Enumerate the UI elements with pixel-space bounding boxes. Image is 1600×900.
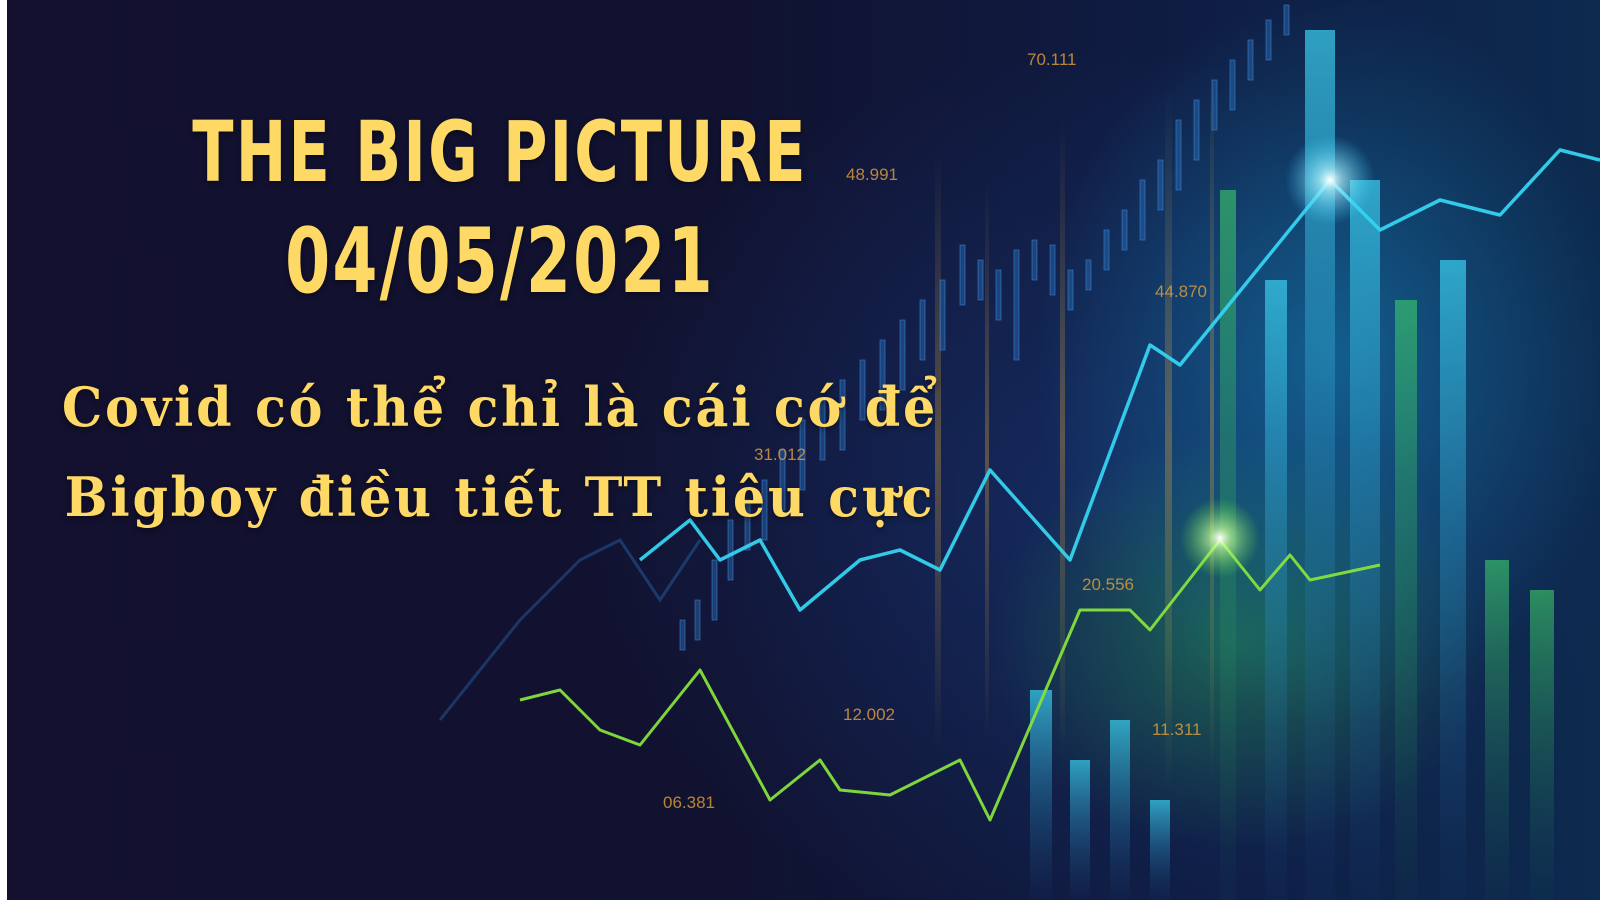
subtitle-line-2: Bigboy điều tiết TT tiêu cực xyxy=(64,465,936,529)
left-edge-strip xyxy=(0,0,7,900)
number-label: 44.870 xyxy=(1155,282,1207,301)
number-label: 20.556 xyxy=(1082,575,1134,594)
number-label: 11.311 xyxy=(1152,720,1201,739)
candlesticks xyxy=(679,4,1290,651)
green-flare xyxy=(1180,498,1260,578)
headline-date: 04/05/2021 xyxy=(285,209,715,314)
background-number-labels: 70.111 48.991 44.870 31.012 20.556 12.00… xyxy=(663,50,1207,812)
green-trend-line xyxy=(519,538,1381,822)
faint-blue-line xyxy=(438,538,702,721)
headline-title: THE BIG PICTURE xyxy=(192,103,808,201)
number-label: 31.012 xyxy=(754,445,806,464)
number-label: 12.002 xyxy=(843,705,895,724)
subtitle-line-1: Covid có thể chỉ là cái cớ để xyxy=(61,375,939,439)
number-label: 06.381 xyxy=(663,793,715,812)
cyan-flare xyxy=(1285,135,1375,225)
light-beams xyxy=(935,60,1214,790)
cyan-trend-line xyxy=(638,148,1600,612)
number-label: 48.991 xyxy=(846,165,898,184)
number-label: 70.111 xyxy=(1027,50,1076,69)
